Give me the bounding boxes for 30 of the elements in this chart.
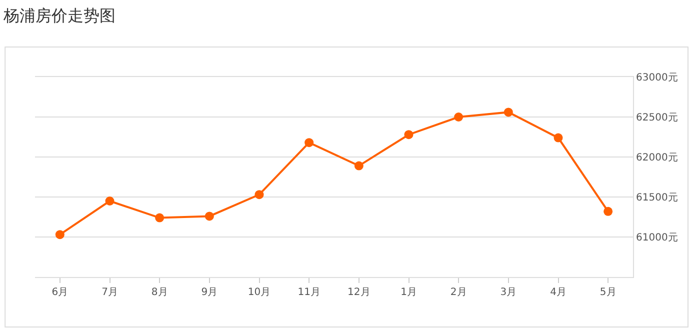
point [254,190,264,200]
point [304,138,314,148]
x-tick-label: 4月 [550,287,566,298]
point [604,206,613,216]
point [354,161,364,170]
x-tick-label: 10月 [248,287,271,298]
point [404,130,414,140]
y-tick-label: 61000元 [636,232,678,244]
x-tick-label: 3月 [500,287,517,298]
x-tick-label: 6月 [52,287,68,298]
point [554,133,563,142]
point [105,196,114,206]
point [204,212,214,221]
point [155,213,164,222]
x-tick-label: 11月 [298,287,320,298]
y-tick-label: 62500元 [636,112,678,124]
x-tick-label: 9月 [201,287,218,298]
y-tick-label: 61500元 [636,192,678,204]
x-tick-label: 5月 [600,287,616,298]
x-tick-label: 2月 [450,287,467,298]
x-tick-label: 7月 [102,287,118,298]
chart-title: 杨浦房价走势图 [2,6,116,26]
point [504,108,513,117]
x-tick-label: 1月 [400,287,417,298]
x-tick-label: 12月 [348,287,370,298]
point [454,112,464,122]
x-tick-label: 8月 [151,287,168,298]
y-tick-label: 63000元 [636,72,678,84]
point [55,230,64,240]
y-tick-label: 62000元 [636,152,678,164]
